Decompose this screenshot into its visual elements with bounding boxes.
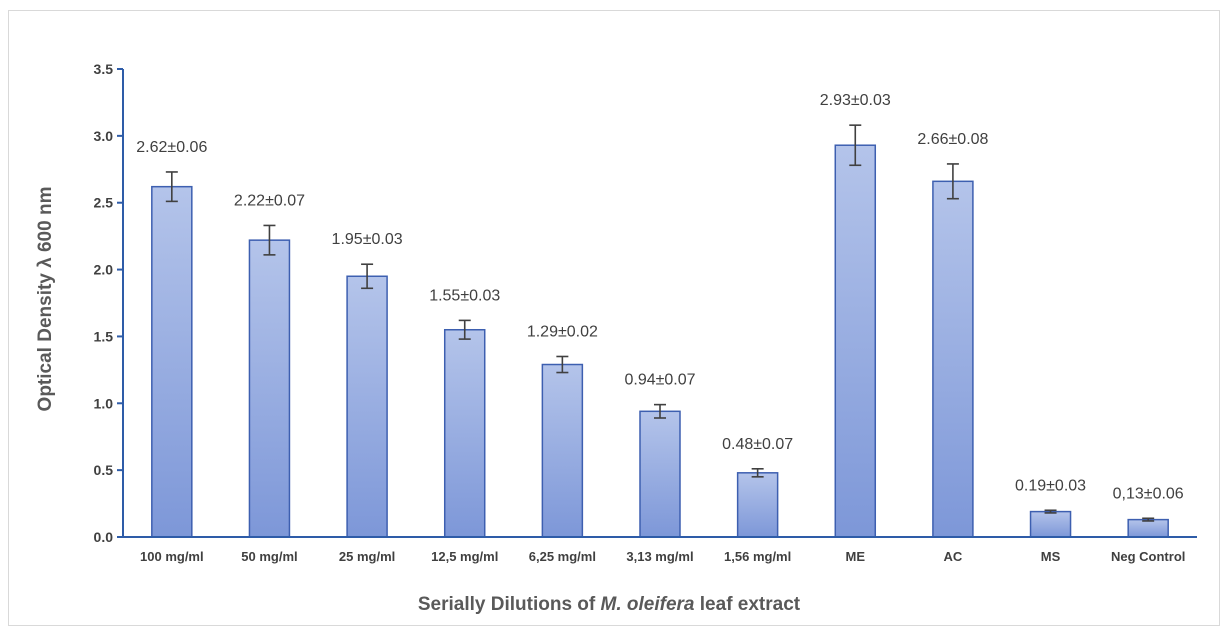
- bar-1: [248, 239, 291, 538]
- x-tick-label-5: 3,13 mg/ml: [626, 549, 693, 564]
- data-label-2: 1.95±0.03: [332, 231, 403, 248]
- bar-chart: 2.62±0.06 2.22±0.07 1.95±0.03 1.55±0.03 1.29…: [35, 61, 1197, 615]
- x-tick-label-7: ME: [846, 549, 866, 564]
- data-label-6: 0.48±0.07: [722, 436, 793, 453]
- bar-5: [639, 410, 681, 538]
- x-tick-label-3: 12,5 mg/ml: [431, 549, 498, 564]
- error-bar-9: [1044, 509, 1057, 514]
- bar-0: [151, 185, 193, 538]
- x-tick-label-2: 25 mg/ml: [339, 549, 395, 564]
- y-tick-label-6: 3.0: [94, 128, 114, 144]
- data-label-3: 1.55±0.03: [429, 287, 500, 304]
- error-bar-6: [751, 468, 764, 478]
- data-label-10: 0,13±0.06: [1113, 485, 1184, 502]
- data-label-1: 2.22±0.07: [234, 192, 305, 209]
- y-tick-label-5: 2.5: [94, 195, 114, 211]
- data-label-7: 2.93±0.03: [820, 92, 891, 109]
- x-tick-label-6: 1,56 mg/ml: [724, 549, 791, 564]
- bar-8: [932, 180, 974, 538]
- bar-7: [834, 144, 877, 538]
- y-tick-label-0: 0.0: [94, 529, 114, 545]
- y-tick-label-2: 1.0: [94, 395, 114, 411]
- axes: 100 mg/ml 50 mg/ml 25 mg/ml 12,5 mg/ml 6,25 …: [94, 61, 1197, 564]
- x-tick-label-0: 100 mg/ml: [140, 549, 204, 564]
- error-bar-2: [361, 263, 374, 290]
- bar-2: [346, 275, 388, 538]
- data-label-4: 1.29±0.02: [527, 323, 598, 340]
- error-bar-7: [849, 124, 862, 167]
- data-label-5: 0.94±0.07: [624, 372, 695, 389]
- x-axis-title-species: M. oleifera: [601, 594, 695, 615]
- data-label-0: 2.62±0.06: [136, 139, 207, 156]
- x-tick-label-1: 50 mg/ml: [241, 549, 297, 564]
- bar-10: [1127, 518, 1169, 538]
- bar-9: [1029, 510, 1072, 538]
- data-label-8: 2.66±0.08: [917, 131, 988, 148]
- bar-4: [541, 363, 584, 538]
- y-tick-label-4: 2.0: [94, 262, 114, 278]
- x-tick-label-4: 6,25 mg/ml: [529, 549, 596, 564]
- plot-area: 2.62±0.06 2.22±0.07 1.95±0.03 1.55±0.03 1.29…: [136, 92, 1184, 538]
- y-tick-label-3: 1.5: [94, 328, 114, 344]
- x-axis-title-prefix: Serially Dilutions of: [418, 594, 601, 615]
- error-bar-4: [556, 355, 569, 374]
- data-label-9: 0.19±0.03: [1015, 477, 1086, 494]
- x-axis-title: Serially Dilutions of M. oleifera leaf e…: [418, 594, 801, 615]
- error-bar-0: [165, 171, 178, 203]
- error-bar-1: [263, 224, 276, 256]
- y-tick-label-7: 3.5: [94, 61, 114, 77]
- bar-6: [736, 472, 779, 538]
- error-bar-5: [654, 403, 666, 419]
- x-axis-title-suffix: leaf extract: [695, 594, 801, 615]
- x-tick-label-10: Neg Control: [1111, 549, 1185, 564]
- bar-3: [443, 328, 486, 538]
- error-bar-8: [946, 163, 959, 200]
- error-bar-3: [458, 319, 471, 340]
- x-tick-label-8: AC: [944, 549, 963, 564]
- y-axis-title: Optical Density λ 600 nm: [35, 187, 56, 412]
- y-tick-label-1: 0.5: [94, 462, 114, 478]
- error-bar-10: [1142, 517, 1155, 522]
- x-tick-label-9: MS: [1041, 549, 1061, 564]
- chart-frame: 2.62±0.06 2.22±0.07 1.95±0.03 1.55±0.03 1.29…: [8, 10, 1220, 626]
